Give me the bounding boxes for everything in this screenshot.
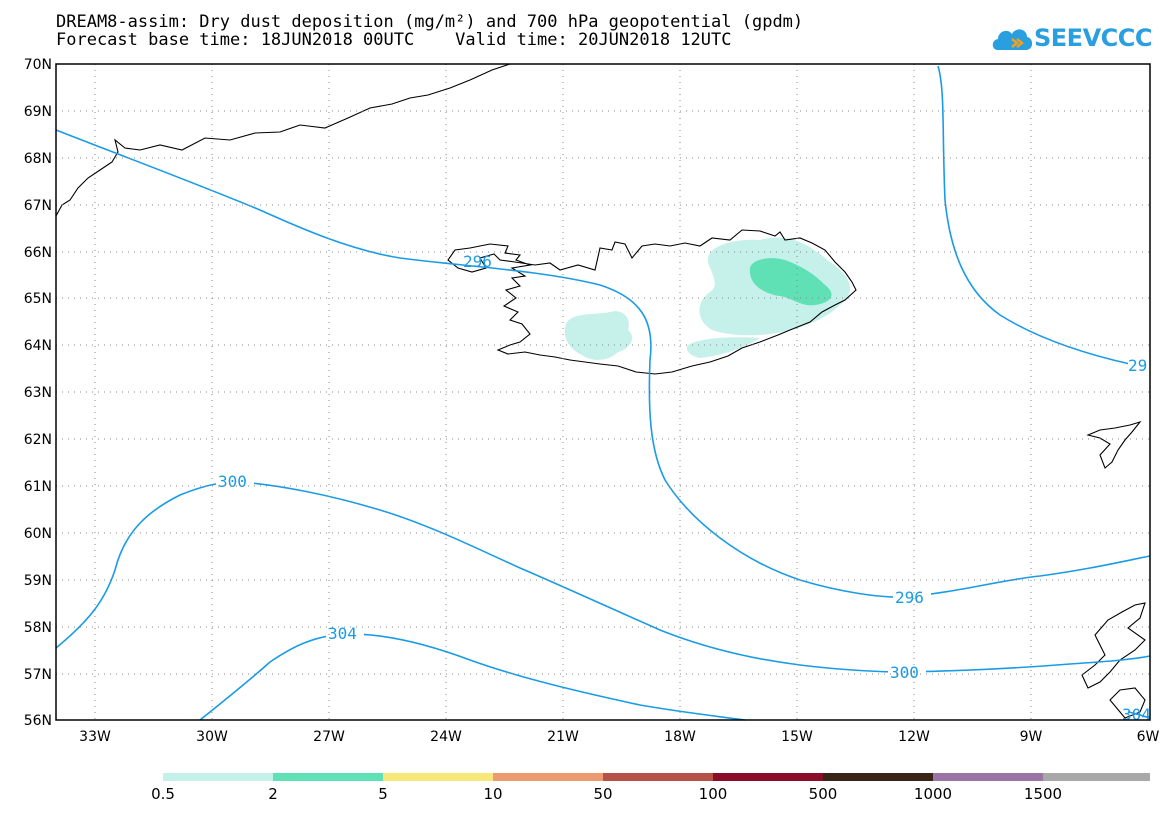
- legend-label: 1000: [913, 785, 953, 803]
- legend-swatch: [823, 773, 933, 781]
- contour-label: 304: [328, 624, 357, 643]
- lat-tick-label: 64N: [24, 338, 52, 354]
- lon-tick-label: 6W: [1137, 729, 1160, 745]
- coastlines: [55, 63, 1146, 719]
- contour-304: [199, 633, 746, 721]
- coastline-scotland: [1081, 602, 1146, 719]
- lon-tick-label: 21W: [547, 729, 579, 745]
- lon-tick-label: 24W: [430, 729, 462, 745]
- lat-tick-label: 56N: [24, 713, 52, 729]
- legend-label: 2: [268, 785, 278, 803]
- legend-label: 50: [593, 785, 613, 803]
- geopotential-contours: [55, 65, 1151, 721]
- chart-subtitle: Forecast base time: 18JUN2018 00UTC Vali…: [56, 30, 732, 50]
- lat-tick-label: 67N: [24, 198, 52, 214]
- dust-deposition-shading: [564, 237, 851, 360]
- lat-tick-label: 58N: [24, 620, 52, 636]
- legend-swatch: [273, 773, 383, 781]
- chart-title: DREAM8-assim: Dry dust deposition (mg/m²…: [56, 12, 804, 32]
- legend-label: 5: [378, 785, 388, 803]
- latitude-labels: 70N 69N 68N 67N 66N 65N 64N 63N 62N 61N …: [24, 57, 52, 729]
- legend-label: 10: [483, 785, 503, 803]
- lat-tick-label: 63N: [24, 385, 52, 401]
- legend-swatch: [603, 773, 713, 781]
- legend-swatch: [383, 773, 493, 781]
- contour-label: 296: [463, 252, 492, 271]
- dust-area-low-south: [686, 337, 760, 358]
- lon-tick-label: 30W: [196, 729, 228, 745]
- legend-colorbar: [163, 773, 1150, 781]
- lat-tick-label: 68N: [24, 151, 52, 167]
- legend-label: 0.5: [151, 785, 175, 803]
- lat-tick-label: 69N: [24, 104, 52, 120]
- contour-label: 300: [218, 472, 247, 491]
- lon-tick-label: 9W: [1020, 729, 1043, 745]
- coastline-greenland-north: [55, 63, 511, 217]
- lat-tick-label: 65N: [24, 291, 52, 307]
- graticule: [56, 64, 1150, 720]
- legend-label: 100: [698, 785, 728, 803]
- coastline-faroe: [1086, 420, 1142, 469]
- contour-label: 296: [895, 588, 924, 607]
- map-frame: [55, 63, 1151, 721]
- lat-tick-label: 61N: [24, 479, 52, 495]
- lat-tick-label: 70N: [24, 57, 52, 73]
- coastline-iceland: [447, 229, 857, 375]
- contour-label: 300: [890, 663, 919, 682]
- contour-labels: 296 300 304 296 300 29 304: [216, 252, 1151, 724]
- legend-swatch: [933, 773, 1043, 781]
- lat-tick-label: 57N: [24, 667, 52, 683]
- contour-label: 29: [1128, 356, 1147, 375]
- legend-swatch: [1043, 773, 1150, 781]
- legend-swatch: [163, 773, 273, 781]
- legend-label: 500: [808, 785, 838, 803]
- legend-label: 1500: [1023, 785, 1063, 803]
- contour-304-east: [1127, 711, 1151, 719]
- lon-tick-label: 33W: [79, 729, 111, 745]
- lat-tick-label: 62N: [24, 432, 52, 448]
- lon-tick-label: 15W: [781, 729, 813, 745]
- lon-tick-label: 12W: [898, 729, 930, 745]
- seevccc-logo: SEEVCCC: [990, 20, 1153, 60]
- lat-tick-label: 59N: [24, 573, 52, 589]
- lon-tick-label: 27W: [313, 729, 345, 745]
- contour-label: 304: [1122, 705, 1151, 724]
- longitude-labels: 33W 30W 27W 24W 21W 18W 15W 12W 9W 6W: [79, 729, 1159, 745]
- legend-swatch: [493, 773, 603, 781]
- cloud-icon: [992, 29, 1033, 50]
- logo-text: SEEVCCC: [1034, 24, 1153, 52]
- lat-tick-label: 66N: [24, 245, 52, 261]
- contour-300: [55, 481, 1151, 673]
- contour-296-west: [55, 129, 1151, 598]
- dust-area-medium: [749, 258, 832, 306]
- dust-area-low-west: [564, 311, 633, 360]
- legend-swatch: [713, 773, 823, 781]
- lat-tick-label: 60N: [24, 526, 52, 542]
- lon-tick-label: 18W: [664, 729, 696, 745]
